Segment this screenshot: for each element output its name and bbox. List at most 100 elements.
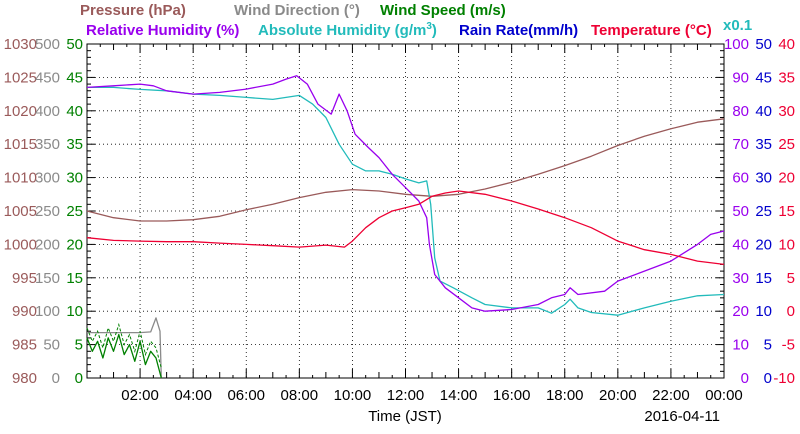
x-tick-label: 12:00 xyxy=(387,387,425,404)
rh-tick-label: 30 xyxy=(732,270,749,287)
chart-series xyxy=(86,75,725,379)
x-tick-label: 14:00 xyxy=(440,387,478,404)
rain-tick-label: 45 xyxy=(755,69,772,86)
rh-tick-label: 100 xyxy=(724,36,749,53)
plot-frame xyxy=(86,43,725,379)
temp-tick-label: 20 xyxy=(778,170,795,187)
temp-tick-label: 15 xyxy=(778,203,795,220)
x-tick-label: 20:00 xyxy=(599,387,637,404)
rh-tick-label: 90 xyxy=(732,69,749,86)
x-tick-label: 06:00 xyxy=(227,387,265,404)
wind_speed-tick-label: 10 xyxy=(66,303,83,320)
wind_speed-tick-label: 35 xyxy=(66,136,83,153)
rh-tick-label: 0 xyxy=(741,370,749,387)
rain-tick-label: 30 xyxy=(755,170,772,187)
pressure-tick-label: 1015 xyxy=(4,136,37,153)
rain-tick-label: 5 xyxy=(764,337,772,354)
rh-tick-label: 60 xyxy=(732,170,749,187)
pressure-tick-label: 980 xyxy=(12,370,37,387)
pressure-tick-label: 1010 xyxy=(4,170,37,187)
rh-tick-label: 20 xyxy=(732,303,749,320)
series-wind-speed-line xyxy=(86,333,162,379)
chart-legend: Pressure (hPa) Wind Direction (°) Wind Spe… xyxy=(80,2,752,39)
x-tick-label: 10:00 xyxy=(334,387,372,404)
x-tick-label: 22:00 xyxy=(652,387,690,404)
rain-tick-label: 0 xyxy=(764,370,772,387)
wind_speed-tick-label: 45 xyxy=(66,69,83,86)
chart-grid xyxy=(87,44,724,378)
wind_dir-tick-label: 300 xyxy=(35,170,60,187)
pressure-tick-label: 1030 xyxy=(4,36,37,53)
temp-tick-label: 0 xyxy=(787,303,795,320)
temp-tick-label: 10 xyxy=(778,236,795,253)
temp-tick-label: -10 xyxy=(773,370,795,387)
rain-tick-label: 40 xyxy=(755,103,772,120)
series-ah-line xyxy=(87,86,725,316)
wind_dir-tick-label: 250 xyxy=(35,203,60,220)
rh-tick-label: 10 xyxy=(732,337,749,354)
x-tick-label: 00:00 xyxy=(705,387,743,404)
x-tick-label: 04:00 xyxy=(174,387,212,404)
wind_dir-tick-label: 50 xyxy=(43,337,60,354)
wind_speed-tick-label: 5 xyxy=(75,337,83,354)
rain-tick-label: 35 xyxy=(755,136,772,153)
rh-tick-label: 50 xyxy=(732,203,749,220)
wind_dir-tick-label: 350 xyxy=(35,136,60,153)
rh-tick-label: 80 xyxy=(732,103,749,120)
x-axis: 02:00 04:00 06:00 08:00 10:00 12:00 14:00 16:00… xyxy=(86,44,743,404)
series-wind-dir-line xyxy=(87,317,162,379)
rain-tick-label: 50 xyxy=(755,36,772,53)
wind_dir-tick-label: 200 xyxy=(35,236,60,253)
rain-tick-label: 25 xyxy=(755,203,772,220)
temp-tick-label: 5 xyxy=(787,270,795,287)
wind_speed-tick-label: 50 xyxy=(66,36,83,53)
pressure-tick-label: 1020 xyxy=(4,103,37,120)
legend-item: Pressure (hPa) xyxy=(80,2,186,19)
series-pressure-line xyxy=(86,118,725,222)
wind_speed-tick-label: 20 xyxy=(66,236,83,253)
rain-tick-label: 15 xyxy=(755,270,772,287)
wind_speed-tick-label: 0 xyxy=(75,370,83,387)
series-temp-line xyxy=(86,190,725,266)
legend-item: Rain Rate(mm/h) xyxy=(459,22,578,39)
temp-tick-label: 30 xyxy=(778,103,795,120)
right-axes: 0102030405060708090100051015202530354045… xyxy=(724,36,795,387)
pressure-tick-label: 1025 xyxy=(4,69,37,86)
wind_speed-tick-label: 30 xyxy=(66,170,83,187)
x-tick-label: 16:00 xyxy=(493,387,531,404)
date-label: 2016-04-11 xyxy=(644,408,720,425)
left-axes: 9809859909951000100510101015102010251030… xyxy=(4,36,724,387)
x-tick-label: 08:00 xyxy=(281,387,319,404)
ah-scale-label: x0.1 xyxy=(723,17,752,34)
wind_dir-tick-label: 150 xyxy=(35,270,60,287)
temp-tick-label: 25 xyxy=(778,136,795,153)
pressure-tick-label: 985 xyxy=(12,337,37,354)
legend-item: Temperature (°C) xyxy=(591,22,712,39)
temp-tick-label: 40 xyxy=(778,36,795,53)
temp-tick-label: 35 xyxy=(778,69,795,86)
legend-item: Wind Speed (m/s) xyxy=(380,2,506,19)
x-tick-label: 18:00 xyxy=(546,387,584,404)
series-rh-line xyxy=(86,75,725,312)
rh-tick-label: 40 xyxy=(732,236,749,253)
pressure-tick-label: 995 xyxy=(12,270,37,287)
wind_dir-tick-label: 100 xyxy=(35,303,60,320)
pressure-tick-label: 1005 xyxy=(4,203,37,220)
temp-tick-label: -5 xyxy=(782,337,795,354)
wind_speed-tick-label: 25 xyxy=(66,203,83,220)
rain-tick-label: 20 xyxy=(755,236,772,253)
wind_dir-tick-label: 500 xyxy=(35,36,60,53)
wind_speed-tick-label: 15 xyxy=(66,270,83,287)
series-wind-gust-line xyxy=(86,322,162,369)
x-axis-label: Time (JST) xyxy=(368,408,442,425)
legend-item: Relative Humidity (%) xyxy=(86,22,239,39)
pressure-tick-label: 990 xyxy=(12,303,37,320)
wind_dir-tick-label: 0 xyxy=(52,370,60,387)
x-tick-label: 02:00 xyxy=(121,387,159,404)
legend-item: Absolute Humidity (g/m3) xyxy=(258,21,437,39)
rain-tick-label: 10 xyxy=(755,303,772,320)
wind_dir-tick-label: 400 xyxy=(35,103,60,120)
rh-tick-label: 70 xyxy=(732,136,749,153)
pressure-tick-label: 1000 xyxy=(4,236,37,253)
